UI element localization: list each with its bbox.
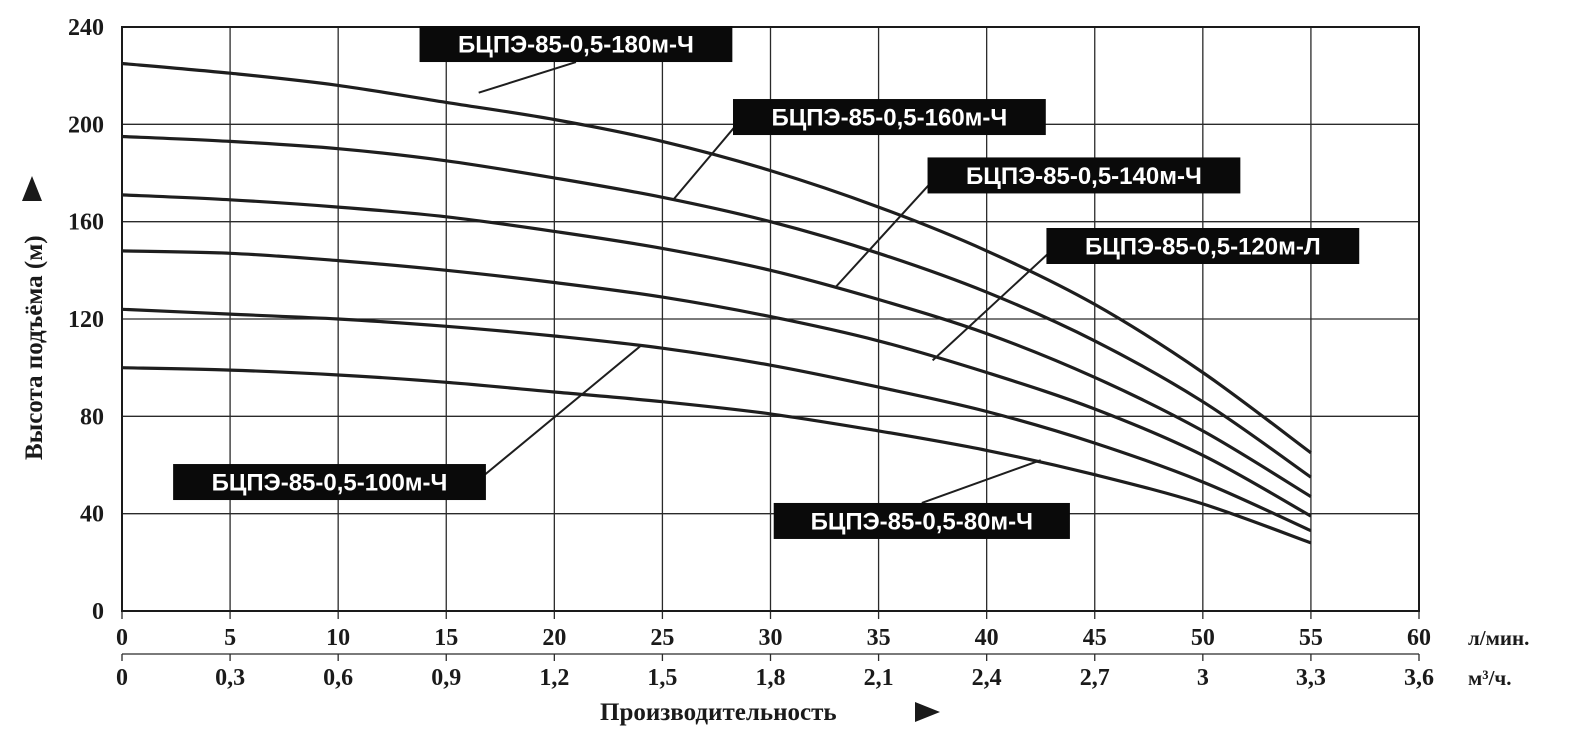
curves	[121, 61, 1312, 545]
series-curve-5	[121, 366, 1312, 545]
plot-frame	[121, 26, 1420, 612]
x-tick-label-secondary: 3	[1197, 665, 1209, 691]
x-tick-label-primary: 5	[224, 625, 236, 651]
series-label: БЦПЭ-85-0,5-80м-Ч	[811, 508, 1033, 535]
x-tick-label-secondary: 3,3	[1296, 665, 1326, 691]
series-label: БЦПЭ-85-0,5-160м-Ч	[771, 105, 1007, 132]
x-tick-label-primary: 10	[326, 625, 350, 651]
y-tick-label: 0	[92, 599, 104, 625]
x-axis-title: Производительность	[600, 699, 837, 726]
x-tick-label-secondary: 0,9	[431, 665, 461, 691]
x-tick-label-primary: 50	[1191, 625, 1215, 651]
y-tick-label: 240	[68, 15, 104, 41]
series-label-box	[773, 502, 1070, 539]
x-tick-label-primary: 30	[759, 625, 783, 651]
series-label-box	[173, 464, 486, 501]
x-tick-label-secondary: 2,7	[1080, 665, 1110, 691]
x-tick-label-primary: 20	[542, 625, 566, 651]
x-tick-label-secondary: 3,6	[1404, 665, 1434, 691]
leader-line	[672, 116, 744, 201]
leader-line	[921, 459, 1042, 504]
series-label-box	[927, 157, 1241, 194]
x-tick-label-secondary: 2,1	[864, 665, 894, 691]
x-unit-secondary: м³/ч.	[1468, 666, 1512, 690]
x-tick-label-primary: 45	[1083, 625, 1107, 651]
x-tick-label-secondary: 1,8	[756, 665, 786, 691]
series-label-box	[732, 99, 1046, 136]
y-tick-label: 40	[80, 502, 104, 528]
y-axis-title: Высота подъёма (м)	[21, 235, 48, 460]
y-axis-arrow-icon	[22, 176, 42, 201]
series-curve-3	[121, 249, 1312, 518]
series-label: БЦПЭ-85-0,5-140м-Ч	[966, 163, 1202, 190]
x-tick-label-secondary: 0,3	[215, 665, 245, 691]
series-curve-1	[121, 134, 1312, 479]
series-label: БЦПЭ-85-0,5-120м-Л	[1085, 234, 1321, 261]
y-tick-label: 80	[80, 404, 104, 430]
series-labels: БЦПЭ-85-0,5-180м-Ч БЦПЭ-85-0,5-160м-Ч БЦПЭ…	[173, 26, 1360, 539]
y-tick-label: 200	[68, 112, 104, 138]
series-label: БЦПЭ-85-0,5-100м-Ч	[212, 470, 448, 497]
x-tick-label-primary: 40	[975, 625, 999, 651]
x-tick-label-primary: 35	[867, 625, 891, 651]
y-tick-label: 160	[68, 210, 104, 236]
series-label: БЦПЭ-85-0,5-180м-Ч	[458, 32, 694, 59]
x-tick-label-primary: 55	[1299, 625, 1323, 651]
x-tick-label-secondary: 1,5	[647, 665, 677, 691]
series-label-box	[1046, 228, 1360, 264]
x-tick-label-primary: 0	[116, 625, 128, 651]
x-unit-primary: л/мин.	[1468, 626, 1529, 650]
x-axis-arrow-icon	[915, 702, 940, 722]
series-curve-0	[121, 61, 1312, 455]
x-tick-label-primary: 15	[434, 625, 458, 651]
series-curve-4	[121, 307, 1312, 533]
series-label-box	[419, 26, 733, 63]
leader-line	[931, 245, 1058, 362]
leader-line	[478, 61, 577, 94]
x-tick-label-secondary: 0,6	[323, 665, 353, 691]
x-tick-label-secondary: 0	[116, 665, 128, 691]
x-tick-label-primary: 25	[650, 625, 674, 651]
x-tick-label-primary: 60	[1407, 625, 1431, 651]
tick-labels: 0050,3100,6150,9201,2251,5301,8352,1402,…	[68, 15, 1434, 691]
x-tick-label-secondary: 1,2	[539, 665, 569, 691]
x-tick-label-secondary: 2,4	[972, 665, 1002, 691]
y-tick-label: 120	[68, 307, 104, 333]
series-curve-2	[121, 193, 1312, 498]
leader-line	[834, 174, 939, 289]
leader-lines	[475, 61, 1058, 504]
leader-line	[475, 344, 642, 483]
